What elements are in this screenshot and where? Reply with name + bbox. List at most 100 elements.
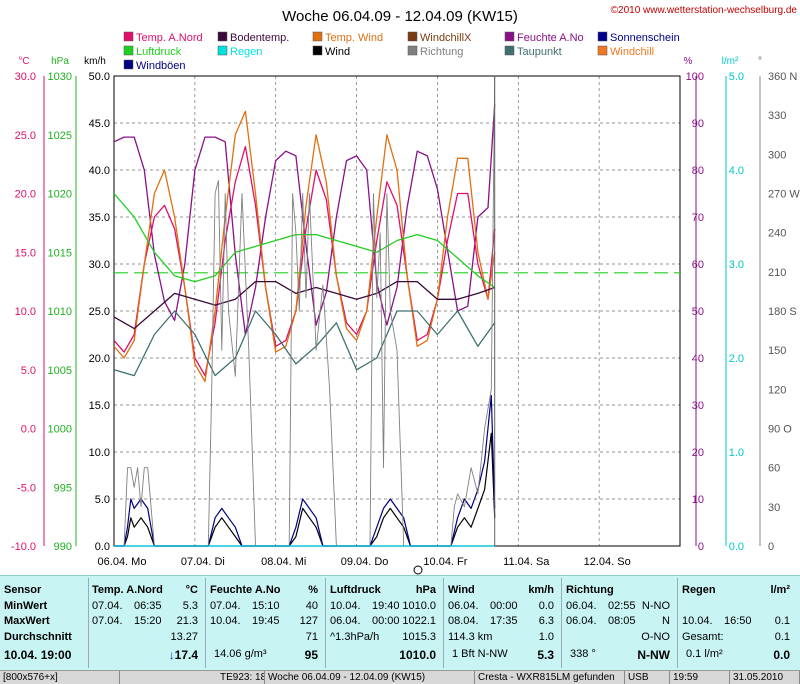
- axis-unit-label: %: [684, 56, 693, 67]
- direction-max-time: 08:05: [608, 615, 636, 627]
- trend-down-icon: ↓: [168, 648, 175, 662]
- tick-label-humidity: 90: [692, 118, 704, 130]
- tick-label-direction: 210: [768, 267, 786, 279]
- pressure-min-value: 1010.0: [402, 600, 436, 612]
- direction-title: Richtung: [566, 584, 614, 596]
- x-tick-label: 11.04. Sa: [503, 556, 550, 568]
- direction-current-value: N-NW: [637, 648, 670, 662]
- wind-column: Wind km/h 06.04. 00:00 0.0 08.04. 17:35 6.3 1…: [448, 576, 558, 671]
- axis-unit-label: hPa: [51, 56, 69, 67]
- sensor-labels: Sensor MinWert MaxWert Durchschnitt 10.0…: [4, 576, 88, 671]
- separator: [325, 578, 326, 668]
- wind-min-value: 0.0: [538, 600, 554, 612]
- tick-label-rain: 2.0: [729, 353, 744, 365]
- tick-label-rain: 3.0: [729, 259, 744, 271]
- humidity-avg-value: 71: [305, 631, 318, 643]
- legend-label: Feuchte A.No: [517, 32, 584, 44]
- tick-label-pressure: 1005: [48, 365, 72, 377]
- legend-label: Sonnenschein: [610, 32, 680, 44]
- tick-label-wind: 5.0: [95, 494, 110, 506]
- legend-label: Luftdruck: [136, 46, 182, 58]
- rain-current-value: 0.0: [773, 648, 790, 662]
- tick-label-humidity: 50: [692, 306, 704, 318]
- rain-max-date: 10.04.: [682, 615, 713, 627]
- series-line: [113, 193, 496, 289]
- legend-label: Windböen: [136, 60, 186, 72]
- pressure-min-time: 19:40: [372, 600, 400, 612]
- legend-label: Temp. A.Nord: [136, 32, 203, 44]
- axis-unit-label: °: [758, 56, 762, 67]
- humidity-absolute: 14.06 g/m³: [214, 648, 267, 660]
- status-period: Woche 06.04.09 - 12.04.09 (KW15): [265, 671, 475, 684]
- tick-label-temp: 10.0: [15, 306, 36, 318]
- tick-label-temp: 20.0: [15, 189, 36, 201]
- tick-label-temp: 25.0: [15, 130, 36, 142]
- humidity-max-date: 10.04.: [210, 615, 241, 627]
- temp-title: Temp. A.Nord: [92, 584, 163, 596]
- rain-max-time: 16:50: [724, 615, 752, 627]
- pressure-max-date: 06.04.: [330, 615, 361, 627]
- tick-label-direction: 0: [768, 541, 774, 553]
- separator: [677, 578, 678, 668]
- rain-column: Regen l/m² 10.04. 16:50 0.1 Gesamt: 0.1 0.1 …: [682, 576, 796, 671]
- tick-label-temp: 5.0: [21, 365, 36, 377]
- tick-label-temp: 30.0: [15, 71, 36, 83]
- humidity-min-time: 15:10: [252, 600, 280, 612]
- direction-max-date: 06.04.: [566, 615, 597, 627]
- rain-total-label: Gesamt:: [682, 631, 724, 643]
- tick-label-wind: 35.0: [89, 212, 110, 224]
- legend-swatch: [217, 45, 228, 56]
- wind-current-value: 5.3: [537, 648, 554, 662]
- tick-label-wind: 30.0: [89, 259, 110, 271]
- tick-label-humidity: 30: [692, 400, 704, 412]
- x-tick-label: 10.04. Fr: [423, 556, 467, 568]
- direction-column: Richtung 06.04. 02:55 N-NO 06.04. 08:05 N O-…: [566, 576, 674, 671]
- x-tick-label: 12.04. So: [584, 556, 631, 568]
- separator: [88, 578, 89, 668]
- tick-label-humidity: 100: [686, 71, 704, 83]
- tick-label-direction: 30: [768, 502, 780, 514]
- x-tick-label: 07.04. Di: [181, 556, 225, 568]
- tick-label-direction: 150: [768, 345, 786, 357]
- tick-label-direction: 240: [768, 228, 786, 240]
- legend-label: Taupunkt: [517, 46, 562, 58]
- legend-swatch: [407, 45, 418, 56]
- tick-label-wind: 20.0: [89, 353, 110, 365]
- wind-min-date: 06.04.: [448, 600, 479, 612]
- max-label: MaxWert: [4, 615, 50, 627]
- status-connection: USB: [625, 671, 670, 684]
- pressure-unit: hPa: [415, 584, 436, 596]
- temp-min-date: 07.04.: [92, 600, 123, 612]
- rain-title: Regen: [682, 584, 716, 596]
- tick-label-humidity: 10: [692, 494, 704, 506]
- tick-label-direction: 120: [768, 384, 786, 396]
- data-panel: Sensor MinWert MaxWert Durchschnitt 10.0…: [0, 575, 800, 671]
- pressure-max-time: 00:00: [372, 615, 400, 627]
- status-device: Cresta - WXR815LM gefunden: [475, 671, 625, 684]
- rain-total-value: 0.1: [774, 631, 790, 643]
- axis-unit-label: km/h: [84, 56, 106, 67]
- tick-label-pressure: 995: [54, 482, 72, 494]
- tick-label-rain: 5.0: [729, 71, 744, 83]
- chart-area: Woche 06.04.09 - 12.04.09 (KW15) ©2010 ww…: [11, 5, 800, 575]
- axis-unit-label: °C: [18, 56, 29, 67]
- separator: [205, 578, 206, 668]
- legend-label: Temp. Wind: [325, 32, 383, 44]
- wind-max-value: 6.3: [538, 615, 554, 627]
- tick-label-rain: 0.0: [729, 541, 744, 553]
- tick-label-direction: 90 O: [768, 424, 792, 436]
- chart-title: Woche 06.04.09 - 12.04.09 (KW15): [282, 8, 518, 25]
- legend-swatch: [597, 31, 608, 42]
- tick-label-rain: 1.0: [729, 447, 744, 459]
- x-tick-label: 08.04. Mi: [261, 556, 306, 568]
- temp-column: Temp. A.Nord °C 07.04. 06:35 5.3 07.04. 15:2…: [92, 576, 202, 671]
- tick-label-direction: 330: [768, 110, 786, 122]
- tick-label-direction: 60: [768, 463, 780, 475]
- direction-min-value: N-NO: [641, 600, 670, 612]
- pressure-max-value: 1022.1: [402, 615, 436, 627]
- legend-label: WindchillX: [420, 32, 472, 44]
- tick-label-humidity: 60: [692, 259, 704, 271]
- wind-unit: km/h: [528, 584, 554, 596]
- temp-max-date: 07.04.: [92, 615, 123, 627]
- wind-max-time: 17:35: [490, 615, 518, 627]
